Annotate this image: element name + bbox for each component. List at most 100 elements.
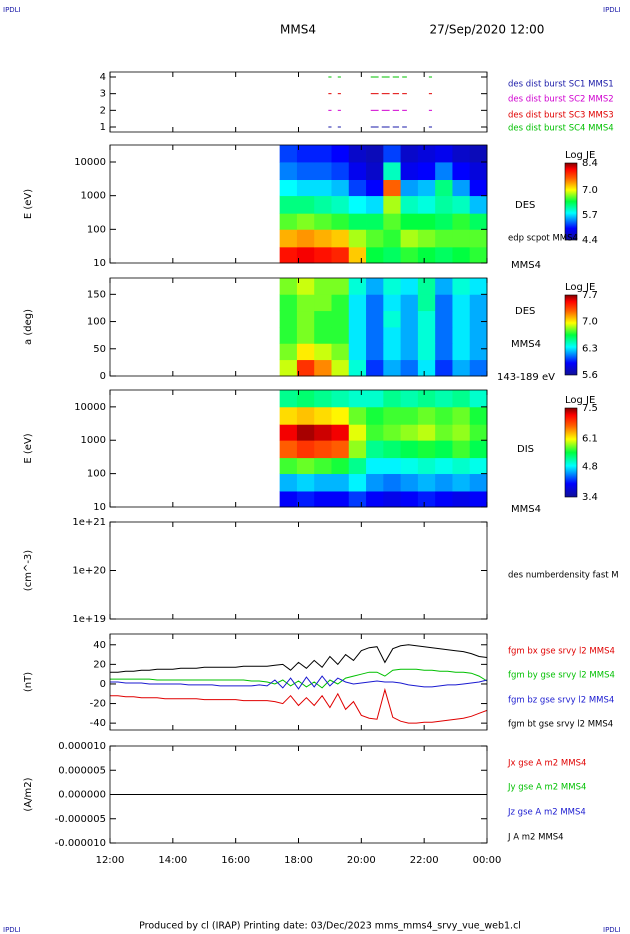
spectrogram-cell xyxy=(348,179,367,197)
spectrogram-cell xyxy=(296,390,315,408)
y-tick-label: 3 xyxy=(100,89,106,100)
y-axis-label: a (deg) xyxy=(23,309,34,345)
spectrogram-cell xyxy=(400,278,419,295)
spectrogram-cell xyxy=(348,457,367,475)
spectrogram-cell xyxy=(400,179,419,197)
spectrogram-cell xyxy=(417,145,436,163)
colorbar-tick-label: 6.3 xyxy=(582,343,598,354)
spectrogram-cell xyxy=(400,457,419,475)
spectrogram-cell xyxy=(366,145,384,163)
spectrogram-cell xyxy=(400,294,419,312)
spectrogram-cell xyxy=(348,343,367,361)
spectrogram-cell xyxy=(435,359,453,377)
spectrogram-cell xyxy=(314,246,332,264)
spectrogram-cell xyxy=(452,343,471,361)
spectrogram-cell xyxy=(400,491,419,508)
spectrogram-cell xyxy=(279,491,298,508)
spectrogram-cell xyxy=(366,359,384,377)
legend-entry: fgm by gse srvy l2 MMS4 xyxy=(508,671,615,681)
plot-date: 27/Sep/2020 12:00 xyxy=(430,23,545,37)
spectrogram-cell xyxy=(435,424,453,441)
spectrogram-cell xyxy=(366,278,384,295)
spectrogram-cell xyxy=(331,390,350,408)
y-tick-label: 20 xyxy=(93,659,106,670)
series-line xyxy=(110,668,488,689)
spectrogram-cell xyxy=(469,424,488,441)
spectrogram-cell xyxy=(435,179,453,197)
panel-annotation: DES xyxy=(515,306,535,317)
spectrogram-cell xyxy=(279,343,298,361)
spectrogram-cell xyxy=(435,310,453,328)
spectrogram-cell xyxy=(400,195,419,214)
spectrogram-cell xyxy=(348,406,367,425)
spectrogram-cell xyxy=(296,440,315,459)
spectrogram-cell xyxy=(383,343,402,361)
spectrogram-cell xyxy=(400,390,419,408)
spectrogram-cell xyxy=(331,213,350,230)
spectrogram-cell xyxy=(314,327,332,344)
spectrogram-cell xyxy=(348,390,367,408)
spectrogram-cell xyxy=(400,246,419,264)
spectrogram-cell xyxy=(314,278,332,295)
spectrogram-cell xyxy=(452,406,471,425)
corner-mark: IPDLI xyxy=(3,6,21,14)
spectrogram-cell xyxy=(435,457,453,475)
spectrogram-cell xyxy=(452,390,471,408)
colorbar-tick-label: 7.7 xyxy=(582,290,598,301)
spectrogram-cell xyxy=(417,343,436,361)
spectrogram-cell xyxy=(279,195,298,214)
y-tick-label: 1e+21 xyxy=(72,517,106,528)
spectrogram-cell xyxy=(469,473,488,492)
spectrogram-cell xyxy=(383,390,402,408)
spectrogram-cell xyxy=(469,179,488,197)
y-tick-label: 0.000010 xyxy=(58,741,106,752)
colorbar-tick-label: 7.5 xyxy=(582,403,598,414)
spectrogram-cell xyxy=(417,162,436,181)
spectrogram-cell xyxy=(348,213,367,230)
x-tick-label: 00:00 xyxy=(473,855,502,866)
series-line xyxy=(110,644,488,673)
spectrogram-cell xyxy=(469,195,488,214)
spectrogram-cell xyxy=(417,424,436,441)
spectrogram-cell xyxy=(314,213,332,230)
spectrogram-cell xyxy=(383,359,402,377)
spectrogram-cell xyxy=(400,473,419,492)
y-tick-label: -20 xyxy=(90,699,106,710)
spectrogram-cell xyxy=(314,162,332,181)
panel-annotation: DIS xyxy=(517,444,534,455)
spectrogram-cell xyxy=(331,229,350,248)
spectrogram-cell xyxy=(417,278,436,295)
colorbar-tick-label: 7.0 xyxy=(582,185,598,196)
spectrogram-cell xyxy=(331,343,350,361)
spectrogram-cell xyxy=(296,424,315,441)
x-tick-label: 14:00 xyxy=(158,855,187,866)
y-axis-label: (nT) xyxy=(23,672,34,692)
spectrogram-cell xyxy=(366,310,384,328)
spectrogram-cell xyxy=(383,406,402,425)
y-tick-label: 1 xyxy=(100,122,106,133)
spectrogram-cell xyxy=(417,327,436,344)
spectrogram-cell xyxy=(348,246,367,264)
spectrogram-cell xyxy=(279,310,298,328)
spectrogram-cell xyxy=(469,327,488,344)
spectrogram-cell xyxy=(348,424,367,441)
spectrogram-cell xyxy=(279,213,298,230)
spectrogram-cell xyxy=(366,162,384,181)
spectrogram-cell xyxy=(279,246,298,264)
spectrogram-cell xyxy=(452,246,471,264)
spectrogram-cell xyxy=(400,310,419,328)
spectrogram-cell xyxy=(435,145,453,163)
y-tick-label: 10 xyxy=(93,258,106,269)
spectrogram-cell xyxy=(417,294,436,312)
corner-mark: IPDLI xyxy=(603,926,621,934)
spectrogram-cell xyxy=(314,457,332,475)
y-tick-label: -0.000005 xyxy=(55,814,106,825)
spectrogram-cell xyxy=(383,294,402,312)
spectrogram-cell xyxy=(400,343,419,361)
spectrogram-cell xyxy=(435,213,453,230)
spectrogram-cell xyxy=(348,195,367,214)
spectrogram-cell xyxy=(417,310,436,328)
spectrogram-cell xyxy=(469,406,488,425)
spectrogram-cell xyxy=(452,145,471,163)
y-tick-label: 0 xyxy=(100,679,106,690)
